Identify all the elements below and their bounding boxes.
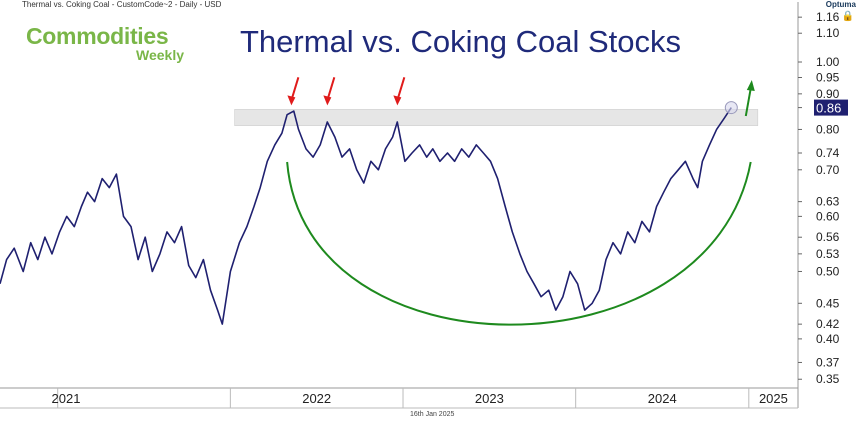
red-arrow-icon (287, 77, 300, 106)
last-value-label: 0.86 (816, 101, 841, 116)
y-tick-label: 0.63 (816, 195, 840, 209)
series-line-price (0, 107, 732, 325)
y-tick-label: 1.16 (816, 10, 840, 24)
y-tick-label: 0.56 (816, 230, 840, 244)
y-tick-label: 0.95 (816, 71, 840, 85)
green-arrow-head (746, 80, 755, 91)
red-arrow-head (287, 95, 296, 106)
brand-main: Commodities (26, 23, 169, 49)
y-tick-label: 0.53 (816, 247, 840, 261)
optuma-logo: Optuma (825, 0, 856, 9)
y-tick-label: 0.80 (816, 122, 840, 136)
last-point-marker (724, 101, 738, 115)
red-arrow-shaft (290, 77, 300, 101)
last-value-badge (814, 99, 848, 116)
y-tick-label: 0.70 (816, 163, 840, 177)
green-arrow-shaft (744, 87, 752, 117)
y-tick-label: 0.35 (816, 372, 840, 386)
x-tick-label: 2024 (648, 391, 677, 406)
y-tick-label: 0.45 (816, 296, 840, 310)
brand-logo: Commodities Weekly (26, 24, 196, 62)
red-arrow-shaft (396, 77, 406, 101)
x-tick-label: 2025 (759, 391, 788, 406)
cup-arc (286, 161, 752, 326)
x-axis: 2021 2022 2023 2024 2025 (0, 387, 798, 409)
green-arrow-icon (744, 80, 755, 117)
chart-title: Thermal vs. Coking Coal Stocks (240, 24, 682, 59)
lock-icon[interactable]: 🔒 (841, 11, 854, 22)
x-tick-label: 2022 (302, 391, 331, 406)
red-arrow-head (323, 95, 332, 106)
y-tick-label: 0.40 (816, 332, 840, 346)
y-tick-label: 0.42 (816, 317, 840, 331)
y-tick-label: 0.74 (816, 146, 840, 160)
red-arrow-icon (393, 77, 406, 106)
resistance-band (234, 109, 759, 126)
x-tick-label: 2021 (52, 391, 81, 406)
red-arrow-icon (323, 77, 336, 106)
y-tick-label: 0.90 (816, 87, 840, 101)
red-arrow-head (393, 95, 402, 106)
y-tick-label: 1.10 (816, 26, 840, 40)
x-tick-label: 2023 (475, 391, 504, 406)
y-tick-label: 0.37 (816, 355, 840, 369)
red-arrow-shaft (326, 77, 336, 101)
chart-caption: Thermal vs. Coking Coal - CustomCode~2 -… (22, 0, 222, 9)
y-tick-label: 1.00 (816, 55, 840, 69)
footer-date: 16th Jan 2025 (410, 411, 455, 418)
plot-area (0, 77, 759, 326)
y-tick-label: 0.60 (816, 209, 840, 223)
y-tick-label: 0.50 (816, 264, 840, 278)
brand-sub: Weekly (136, 47, 184, 63)
y-axis: 1.16 1.10 1.00 0.95 0.90 0.80 0.74 0.70 0.630.60… (797, 2, 848, 408)
